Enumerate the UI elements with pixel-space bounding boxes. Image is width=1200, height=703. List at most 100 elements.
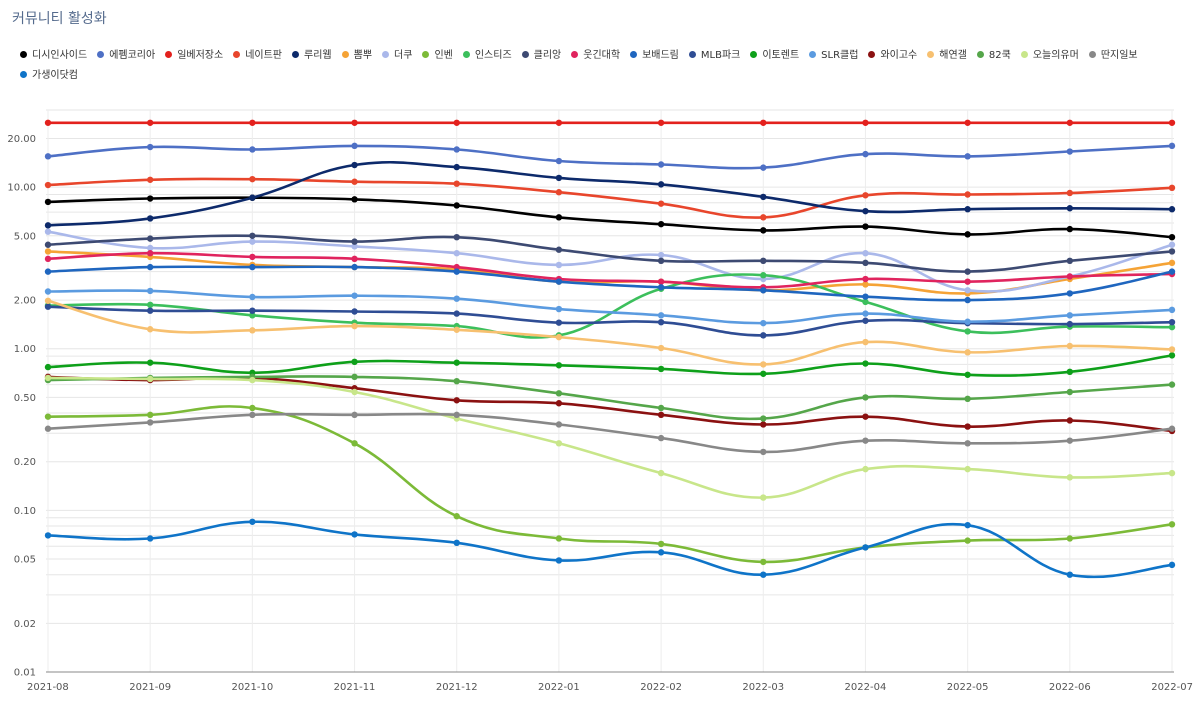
data-point [862, 437, 869, 444]
data-point [760, 421, 767, 428]
series-line [46, 250, 1174, 295]
legend-item[interactable]: 에펨코리아 [97, 46, 155, 66]
data-point [760, 164, 767, 171]
series-line [46, 196, 1174, 239]
data-point [1168, 142, 1176, 150]
x-tick-label: 2021-12 [436, 682, 478, 693]
data-point [555, 157, 563, 165]
legend-item[interactable]: SLR클럽 [809, 46, 858, 66]
data-point [555, 440, 563, 447]
legend-label: 오늘의유머 [1032, 50, 1079, 61]
data-point [44, 374, 52, 382]
data-point [964, 521, 971, 529]
data-point [555, 362, 563, 369]
series-line [46, 354, 1174, 377]
data-point [351, 255, 358, 263]
data-point [555, 333, 563, 341]
legend-label: 해연갤 [939, 50, 967, 61]
data-point [862, 293, 869, 300]
data-point [657, 181, 665, 188]
data-point [760, 272, 767, 279]
legend-item[interactable]: 웃긴대학 [571, 46, 620, 66]
legend-item[interactable]: 인벤 [422, 46, 453, 66]
data-point [249, 263, 256, 271]
legend-item[interactable]: 오늘의유머 [1020, 46, 1079, 66]
data-point [453, 263, 460, 271]
legend-label: 네이트판 [245, 50, 283, 61]
data-point [351, 119, 358, 126]
series-line [46, 412, 1174, 454]
legend-item[interactable]: 이토렌트 [750, 46, 799, 66]
legend-item[interactable]: 82쿡 [976, 46, 1011, 66]
legend-item[interactable]: 딴지일보 [1088, 46, 1138, 66]
legend-label: 디시인사이드 [32, 50, 88, 61]
data-point [760, 214, 767, 221]
data-point [862, 360, 869, 367]
data-point [760, 287, 767, 294]
series-16 [44, 373, 1176, 435]
legend-item[interactable]: 루리웹 [292, 46, 332, 66]
data-point [351, 322, 358, 330]
data-point [657, 549, 665, 556]
legend-item[interactable]: MLB파크 [688, 46, 740, 66]
series-1 [44, 194, 1176, 241]
data-point [453, 163, 460, 171]
data-point [964, 328, 971, 335]
data-point [760, 319, 767, 327]
series-19 [44, 374, 1176, 501]
y-tick-label: 10.00 [7, 183, 36, 194]
data-point [146, 419, 154, 426]
legend-item[interactable]: 클리앙 [521, 46, 561, 66]
data-point [44, 532, 52, 539]
legend-item[interactable]: 뽐뿌 [341, 46, 372, 66]
data-point [555, 246, 563, 253]
legend-label: 인벤 [434, 50, 453, 61]
series-line [46, 177, 1174, 219]
x-tick-label: 2022-05 [947, 682, 989, 693]
data-point [1066, 342, 1074, 350]
data-point [760, 193, 767, 201]
legend-marker [976, 50, 984, 58]
data-point [249, 404, 256, 412]
data-point [555, 557, 563, 564]
x-tick-label: 2022-07 [1151, 682, 1193, 693]
data-point [146, 301, 154, 309]
data-point [146, 244, 154, 252]
legend-item[interactable]: 가생이닷컴 [20, 66, 78, 86]
legend-item[interactable]: 더쿠 [382, 46, 412, 66]
legend-label: 루리웹 [304, 50, 332, 61]
legend-item[interactable]: 인스티즈 [462, 46, 512, 66]
data-point [862, 281, 869, 288]
data-point [862, 317, 869, 324]
legend-label: 일베저장소 [177, 50, 224, 61]
data-point [44, 248, 52, 255]
legend-marker [165, 50, 173, 58]
legend-item[interactable]: 보배드림 [630, 46, 679, 66]
x-tick-label: 2021-11 [334, 682, 376, 693]
legend-item[interactable]: 디시인사이드 [20, 46, 87, 66]
series-line [46, 234, 1174, 273]
data-point [249, 238, 256, 245]
data-point [862, 338, 869, 346]
legend-item[interactable]: 네이트판 [233, 46, 282, 66]
data-point [146, 375, 154, 383]
series-20 [44, 411, 1176, 456]
legend-item[interactable]: 해연갤 [927, 46, 967, 66]
data-point [555, 189, 563, 196]
series-2 [44, 142, 1176, 171]
data-point [1066, 205, 1074, 212]
data-point [453, 513, 460, 520]
series-10 [44, 232, 1176, 275]
data-point [1168, 268, 1176, 275]
series-line [46, 144, 1174, 170]
legend-item[interactable]: 일베저장소 [165, 46, 223, 66]
x-tick-label: 2022-06 [1049, 682, 1091, 693]
legend-item[interactable]: 와이고수 [868, 46, 917, 66]
legend-label: 와이고수 [880, 50, 918, 61]
series-14 [44, 352, 1176, 378]
data-point [249, 312, 256, 319]
legend-marker [382, 50, 390, 58]
data-point [760, 558, 767, 566]
legend-marker [20, 70, 27, 78]
